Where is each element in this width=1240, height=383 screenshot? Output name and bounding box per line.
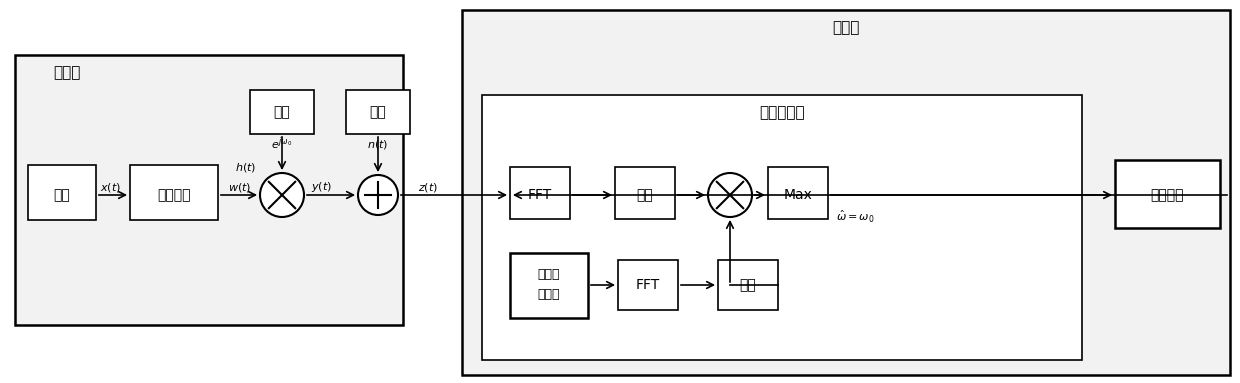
Text: Max: Max: [784, 188, 812, 202]
Text: FFT: FFT: [528, 188, 552, 202]
Text: 信源: 信源: [53, 188, 71, 202]
Bar: [618, 260, 678, 310]
Bar: [615, 167, 675, 219]
Bar: [510, 167, 570, 219]
Text: 发射机: 发射机: [53, 65, 81, 80]
Circle shape: [708, 173, 751, 217]
Bar: [718, 260, 777, 310]
Bar: [15, 55, 403, 325]
Text: 噪声: 噪声: [370, 105, 387, 119]
Bar: [346, 90, 410, 134]
Text: 后续处理: 后续处理: [1151, 188, 1184, 202]
Text: $h(t)$: $h(t)$: [236, 160, 257, 173]
Circle shape: [260, 173, 304, 217]
Text: 接收机: 接收机: [832, 21, 859, 36]
Text: 取模: 取模: [739, 278, 756, 292]
Text: $x(t)$: $x(t)$: [100, 180, 122, 193]
Bar: [463, 10, 1230, 375]
Text: $\hat{\omega} = \omega_0$: $\hat{\omega} = \omega_0$: [836, 209, 874, 225]
Text: FFT: FFT: [636, 278, 660, 292]
Text: 成型冲: 成型冲: [538, 268, 560, 282]
Text: 取模: 取模: [636, 188, 653, 202]
Bar: [482, 95, 1083, 360]
Bar: [510, 252, 588, 318]
Text: $w(t)$: $w(t)$: [228, 180, 252, 193]
Text: $e^{j\omega_0}$: $e^{j\omega_0}$: [272, 136, 293, 152]
Text: $z(t)$: $z(t)$: [418, 180, 438, 193]
Text: 频偏: 频偏: [274, 105, 290, 119]
Text: 成型滤波: 成型滤波: [157, 188, 191, 202]
Bar: [768, 167, 828, 219]
Bar: [130, 165, 218, 220]
Text: 击响应: 击响应: [538, 288, 560, 301]
Text: $n(t)$: $n(t)$: [367, 137, 388, 151]
Text: $y(t)$: $y(t)$: [311, 180, 332, 194]
Circle shape: [358, 175, 398, 215]
Bar: [29, 165, 95, 220]
Bar: [1115, 160, 1220, 228]
Bar: [250, 90, 314, 134]
Text: 频偏粗估计: 频偏粗估计: [759, 105, 805, 121]
